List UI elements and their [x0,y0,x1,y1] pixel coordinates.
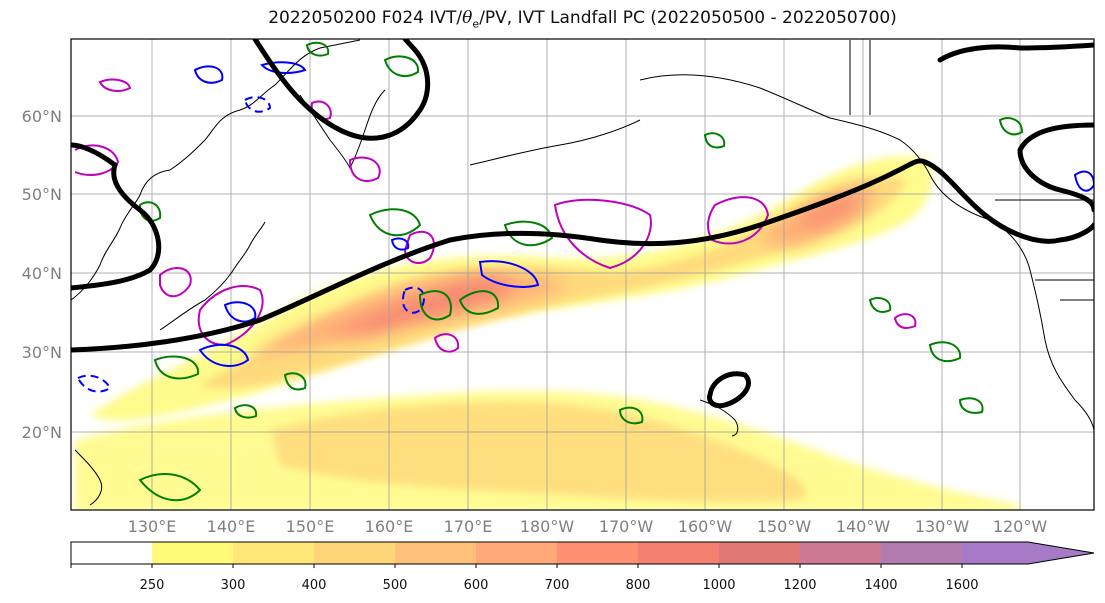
magenta-contour-10 [159,266,192,298]
colorbar-tick-label: 1400 [864,578,897,593]
pv-contour-1 [478,260,540,288]
theta-e-contour-16 [703,132,726,149]
jet-contour-hawaii [707,371,751,409]
longitude-label: 170°W [599,517,654,536]
theta-e-contour-8 [958,397,984,414]
theta-e-contour-12 [868,297,892,313]
theta-e-contour-14 [618,406,644,425]
longitude-label: 120°W [993,517,1048,536]
colorbar-segment [71,542,152,564]
theta-e-contour-17 [305,41,330,57]
coastline-aleutians [469,119,641,166]
latitude-label: 20°N [22,423,62,442]
pv-contour-6 [1073,170,1094,192]
colorbar-tick-label: 600 [464,578,489,593]
colorbar-segment [719,542,800,564]
map-panel [71,39,1094,510]
pv-contour-9-dashed [243,96,272,113]
magenta-contour-6 [348,156,381,182]
colorbar-segment [476,542,557,564]
longitude-label: 140°E [207,517,256,536]
theta-e-contour-10 [383,55,420,77]
ivt-fill-level-4-east [800,196,862,228]
magenta-contour-2 [707,196,770,245]
colorbar-segment [152,542,233,564]
colorbar-tick-label: 500 [383,578,408,593]
pv-contour-5 [260,61,307,74]
colorbar-tick-label: 1600 [945,578,978,593]
longitude-labels: 130°E 140°E 150°E 160°E 170°E 180°W 170°W 160°W… [128,517,1048,536]
colorbar-tick-label: 1000 [702,578,735,593]
border-canada-us [849,40,1094,301]
magenta-contour-8 [893,313,917,329]
theta-e-contour-13 [283,372,307,391]
theta-e-contour-9 [998,117,1024,136]
coastlines [71,39,1094,506]
longitude-label: 130°W [915,517,970,536]
jet-contour-east [1017,122,1094,213]
longitude-label: 180°W [520,517,575,536]
latitude-labels: 20°N 30°N 40°N 50°N 60°N [22,107,62,442]
jet-contour-main-east [922,159,1094,244]
theta-e-contour-6 [138,473,202,502]
colorbar-tick-label: 300 [221,578,246,593]
map-frame [70,38,1095,511]
longitude-label: 160°E [365,517,414,536]
theta-e-contour-15 [233,404,258,419]
latitude-label: 40°N [22,264,62,283]
jet-contour-north [252,39,431,141]
gridlines [71,39,1094,510]
colorbar-segment [881,542,962,564]
magenta-contour-9 [98,78,132,92]
longitude-label: 150°E [286,517,335,536]
theta-e-contour-7 [928,341,962,363]
ivt-colorbar: 250 300 400 500 600 700 800 1000 1200 1400 1600 [70,541,1095,593]
coastline-alaska [639,74,1094,431]
theta-e-contour-1 [368,208,422,237]
jet-contour-ne [937,42,1094,63]
colorbar-tick-label: 800 [626,578,651,593]
longitude-label: 160°W [678,517,733,536]
latitude-label: 50°N [22,185,62,204]
jet-contour-west [71,142,162,291]
longitude-label: 140°W [836,517,891,536]
colorbar-segment [395,542,476,564]
longitude-label: 130°E [128,517,177,536]
jet-contour-main [71,158,928,353]
colorbar-segment [557,542,638,564]
jet-contours [71,39,1094,409]
ivt-fill-level-2-south [270,401,807,502]
longitude-label: 170°E [444,517,493,536]
pv-contour-2 [223,301,257,323]
coastline-philippines [74,449,103,506]
longitude-label: 150°W [757,517,812,536]
theta-e-contour-5 [153,355,200,380]
colorbar-tick-label: 700 [545,578,570,593]
map-title: 2022050200 F024 IVT/θe/PV, IVT Landfall … [268,8,897,31]
coastline-asia [71,39,361,301]
colorbar-segment [314,542,395,564]
colorbar-extend-arrow [962,542,1094,564]
colorbar-segment [638,542,719,564]
pv-contours [76,61,1094,393]
magenta-contour-7 [433,333,460,353]
colorbar-segment [800,542,881,564]
theta-e-contour-4 [418,290,452,321]
colorbar-tick-label: 400 [302,578,327,593]
pv-contour-10 [390,237,410,251]
colorbar-tick-label: 1200 [783,578,816,593]
pv-contour-4 [193,65,224,84]
theta-e-contour-2 [503,220,554,247]
colorbar-segment [233,542,314,564]
latitude-label: 60°N [22,107,62,126]
theta-e-contour-3 [458,290,500,315]
coastline-japan [159,221,266,331]
colorbar-tick-label: 250 [140,578,165,593]
pv-contour-3 [198,343,250,367]
latitude-label: 30°N [22,343,62,362]
ivt-fill-level-4 [330,278,511,335]
magenta-contour-4 [74,144,120,176]
colorbar-outline [70,541,1095,565]
